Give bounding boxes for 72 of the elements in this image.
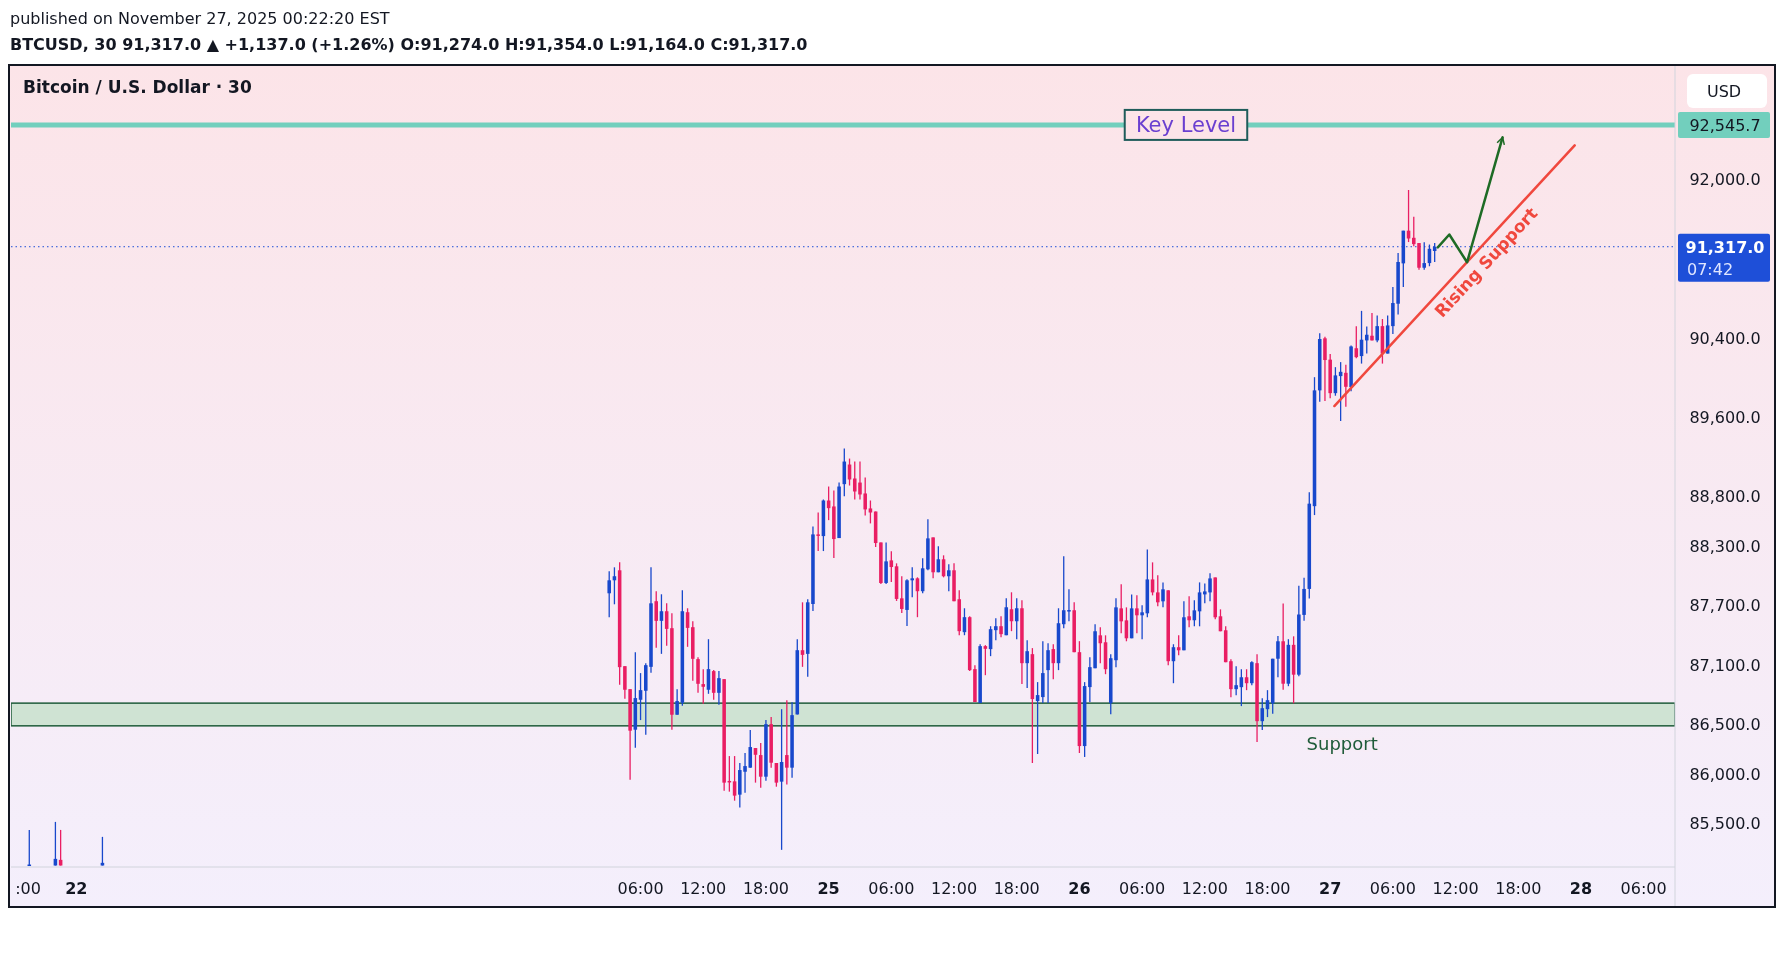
candlestick: [1375, 314, 1379, 343]
candlestick: [1370, 312, 1374, 342]
candlestick: [675, 688, 679, 716]
candlestick: [1119, 583, 1123, 634]
candlestick: [785, 699, 789, 786]
y-tick-label: 90,400.0: [1689, 328, 1761, 348]
x-tick-label: 06:00: [1620, 879, 1667, 898]
candlestick: [717, 670, 721, 706]
candlestick: [1140, 604, 1144, 640]
y-tick-label: 87,100.0: [1689, 655, 1761, 675]
x-tick-label: 18:00: [1244, 879, 1291, 898]
x-tick-label: 06:00: [868, 879, 915, 898]
candlestick: [900, 575, 904, 614]
y-tick-label: 86,500.0: [1689, 715, 1761, 735]
text: published on November 27, 2025 00:22:20 EST: [10, 9, 390, 28]
candlestick: [1041, 640, 1045, 704]
x-tick-label: 18:00: [993, 879, 1040, 898]
candlestick: [1025, 639, 1029, 689]
x-tick-label: 12:00: [680, 879, 727, 898]
x-tick-label: 06:00: [1369, 879, 1416, 898]
chart-subtitle: BTCUSD, 30 91,317.0 ▲ +1,137.0 (+1.26%) O:91,274.0 H:91,354.0 L:91,164.0 C:91,317.0: [10, 35, 808, 54]
candlestick: [701, 668, 706, 705]
x-tick-label: 28: [1569, 879, 1593, 898]
x-tick-label: 18:00: [1495, 879, 1542, 898]
candlestick: [1276, 635, 1280, 678]
candlestick: [1260, 697, 1265, 731]
candlestick: [607, 570, 611, 618]
y-axis-title: USD: [1707, 82, 1742, 101]
candlestick: [947, 563, 951, 592]
candlestick: [1344, 364, 1348, 408]
y-tick-label: 89,600.0: [1689, 407, 1761, 427]
x-tick-label: 12:00: [930, 879, 978, 898]
y-tick-label: 87,700.0: [1689, 596, 1761, 616]
candlestick: [999, 615, 1003, 638]
candlestick: [816, 511, 820, 552]
text: 07:42: [1687, 259, 1734, 279]
ref-line-label: 91,317.0: [1685, 237, 1765, 257]
annotation: Key Level: [1135, 112, 1237, 137]
candlestick: [1323, 336, 1327, 402]
x-tick-label: 25: [817, 879, 840, 898]
candlestick: [910, 566, 914, 598]
candlestick: [1364, 325, 1369, 355]
candlestick: [1187, 595, 1191, 628]
ref-line-label: 92,545.7: [1689, 115, 1761, 135]
candlestick: [1156, 574, 1160, 607]
y-tick-label: 92,000.0: [1689, 170, 1761, 190]
x-tick-label: 06:00: [617, 879, 664, 898]
x-tick-label: 26: [1068, 879, 1091, 898]
x-tick-label: 18:00: [742, 879, 789, 898]
y-tick-label: 86,000.0: [1689, 764, 1761, 784]
candlestick: [1234, 665, 1238, 696]
x-tick-label: 27: [1319, 879, 1342, 898]
candlestick: [100, 836, 105, 867]
candlestick: [1046, 642, 1050, 704]
y-tick-label: 85,500.0: [1689, 814, 1761, 834]
candlestick: [654, 590, 658, 649]
candlestick: [1250, 660, 1254, 686]
candlestick: [1161, 581, 1165, 609]
x-tick-label: 06:00: [1119, 879, 1166, 898]
candlestick: [1135, 594, 1139, 634]
x-tick-label: 12:00: [1432, 879, 1479, 898]
band-label: Support: [1306, 732, 1378, 754]
candlestick: [884, 541, 888, 585]
x-tick-label: :00: [15, 879, 41, 898]
y-tick-label: 88,300.0: [1689, 536, 1761, 556]
y-tick-label: 88,800.0: [1689, 487, 1761, 507]
x-tick-label: 12:00: [1181, 879, 1228, 898]
candlestick: [983, 644, 988, 676]
candlestick: [994, 617, 998, 641]
text: Bitcoin / U.S. Dollar · 30: [23, 77, 252, 97]
x-tick-label: 22: [65, 879, 88, 898]
candlestick: [58, 829, 63, 867]
